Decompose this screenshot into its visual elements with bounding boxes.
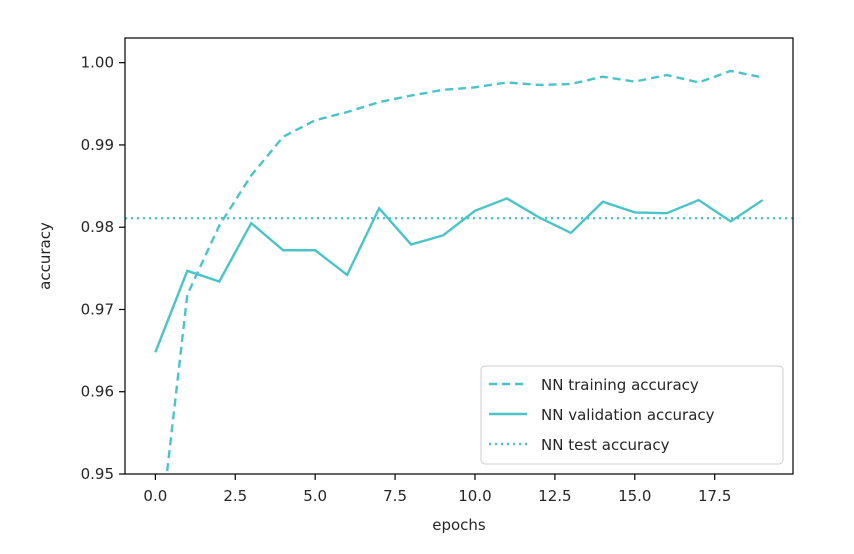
legend-entry: NN training accuracy: [541, 376, 699, 394]
series-line-dashed: [165, 69, 763, 474]
y-tick-label: 0.97: [81, 300, 114, 318]
y-tick-label: 0.95: [81, 465, 114, 483]
x-tick-label: 10.0: [458, 487, 491, 505]
x-tick-label: 5.0: [303, 487, 327, 505]
legend-box: [480, 365, 784, 465]
x-tick-label: 7.5: [383, 487, 407, 505]
x-tick-label: 12.5: [538, 487, 571, 505]
legend: NN training accuracy NN validation accura…: [480, 365, 784, 465]
legend-entry: NN validation accuracy: [541, 406, 715, 424]
plot-frame: [124, 37, 794, 475]
series-line-solid: [154, 197, 764, 353]
series-lines: [125, 69, 793, 474]
x-tick-label: 17.5: [698, 487, 731, 505]
x-axis-label: epochs: [432, 516, 486, 534]
y-tick-label: 0.98: [81, 218, 114, 236]
y-axis: 0.95 0.96 0.97 0.98 0.99 1.00: [81, 54, 125, 483]
y-tick-label: 1.00: [81, 54, 114, 72]
legend-entry: NN test accuracy: [541, 436, 670, 454]
x-tick-label: 0.0: [143, 487, 167, 505]
x-tick-label: 2.5: [223, 487, 247, 505]
plot-area: [124, 37, 794, 475]
y-tick-label: 0.99: [81, 136, 114, 154]
x-axis: 0.0 2.5 5.0 7.5 10.0 12.5 15.0 17.5: [143, 474, 731, 505]
y-tick-label: 0.96: [81, 383, 114, 401]
y-axis-label: accuracy: [36, 222, 54, 290]
x-tick-label: 15.0: [618, 487, 651, 505]
